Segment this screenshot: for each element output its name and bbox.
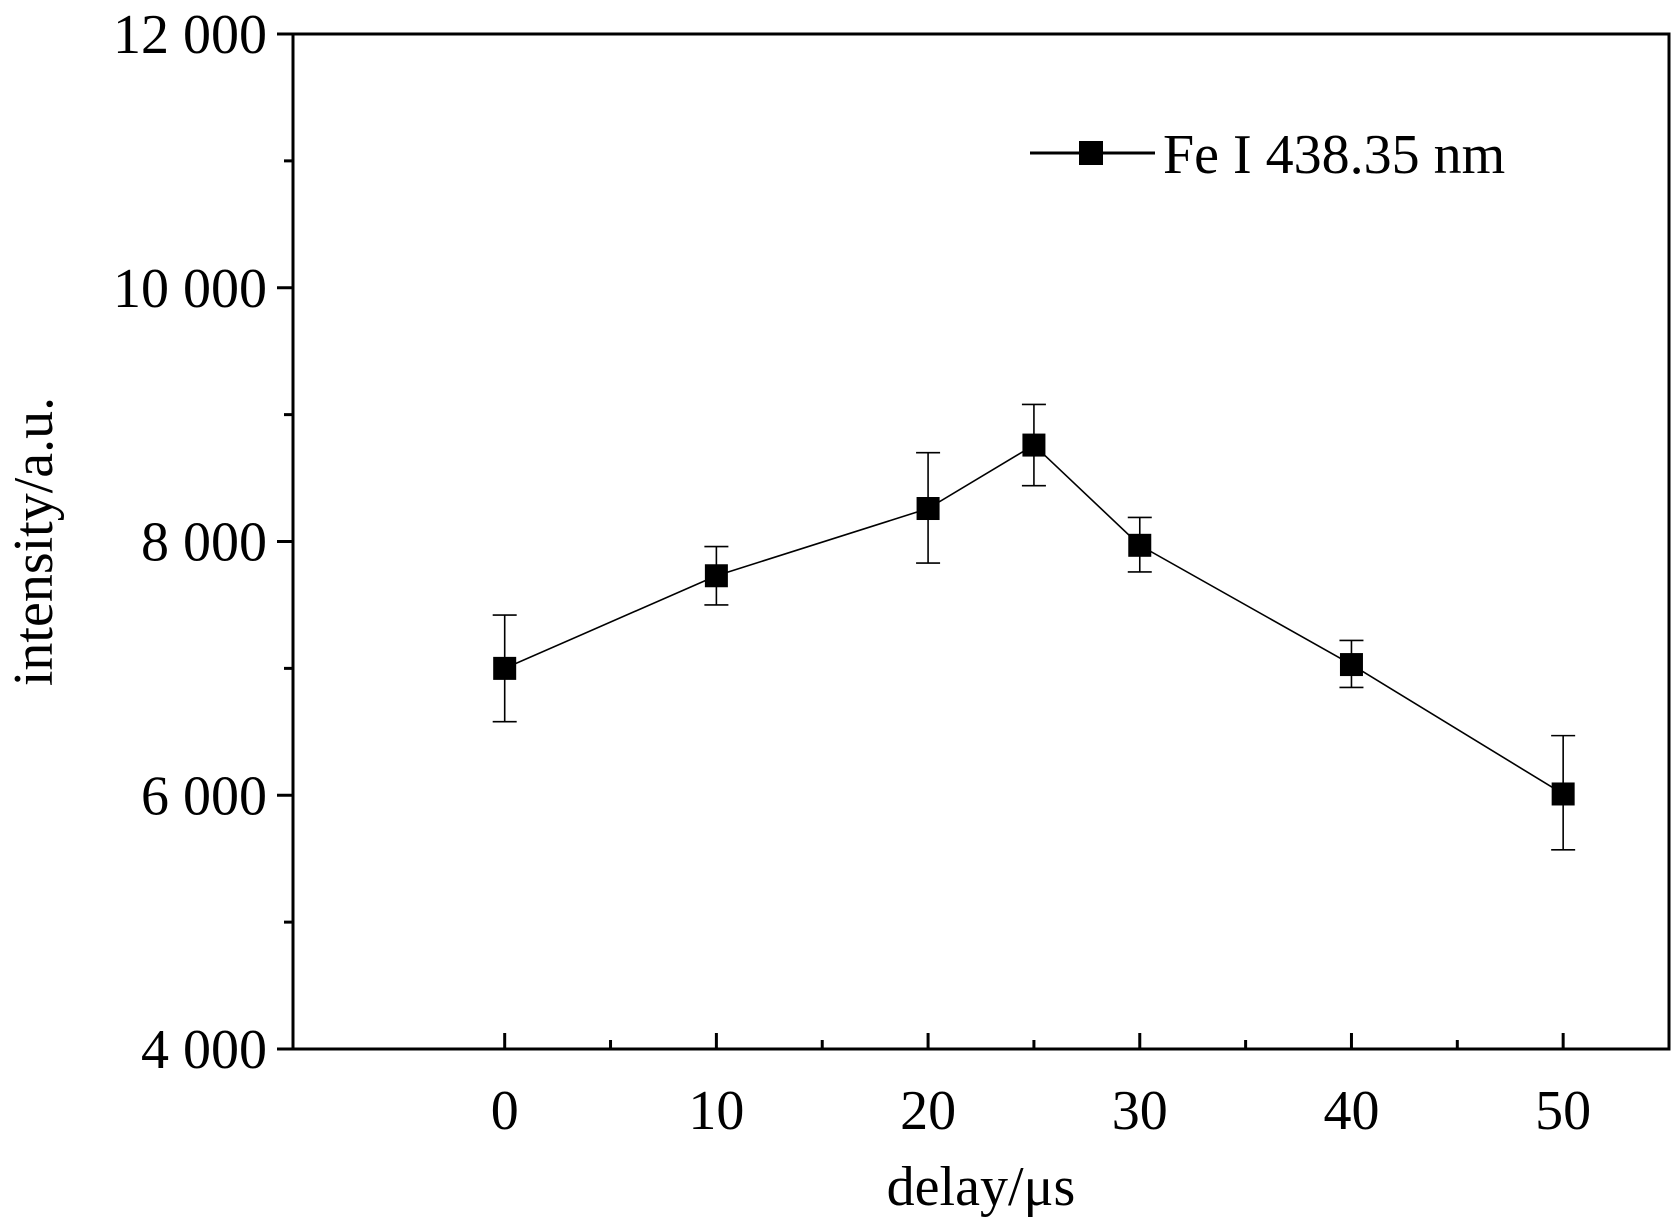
series-line: [504, 444, 1564, 795]
data-point: [1551, 782, 1575, 806]
x-tick-label: 40: [1323, 1080, 1379, 1142]
x-axis: 0 10 20 30 40 50: [491, 1033, 1591, 1142]
series-layer: [492, 403, 1576, 851]
data-point: [1128, 533, 1152, 557]
x-tick-label: 10: [688, 1080, 744, 1142]
y-tick-label: 6 000: [141, 765, 267, 827]
legend-marker: [1079, 141, 1103, 165]
plot-border: [291, 32, 1671, 1051]
y-tick-label: 12 000: [113, 4, 267, 66]
x-tick-label: 30: [1112, 1080, 1168, 1142]
data-point: [916, 497, 940, 521]
y-axis: 4 000 6 000 8 000 10 000 12 000: [113, 4, 293, 1081]
legend-label: Fe I 438.35 nm: [1163, 124, 1505, 186]
x-tick-label: 20: [900, 1080, 956, 1142]
y-tick-label: 8 000: [141, 512, 267, 574]
y-tick-label: 4 000: [141, 1019, 267, 1081]
y-axis-title: intensity/a.u.: [3, 397, 65, 686]
y-tick-label: 10 000: [113, 258, 267, 320]
data-point: [1339, 653, 1363, 677]
plot-frame: [291, 32, 1671, 1051]
data-point: [493, 656, 517, 680]
data-point: [704, 564, 728, 588]
legend: Fe I 438.35 nm: [1030, 124, 1505, 186]
x-axis-title: delay/μs: [887, 1156, 1076, 1218]
x-tick-label: 50: [1535, 1080, 1591, 1142]
data-point: [1022, 433, 1046, 457]
x-tick-label: 0: [491, 1080, 519, 1142]
